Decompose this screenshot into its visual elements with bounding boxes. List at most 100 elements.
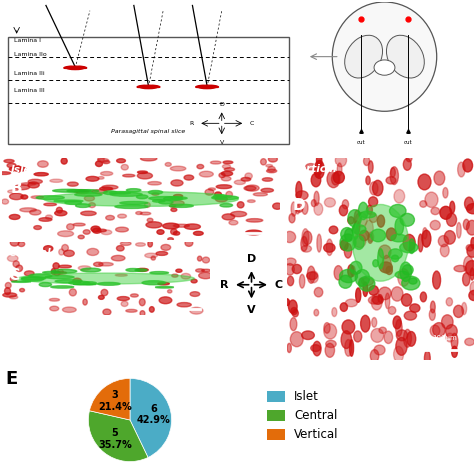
Ellipse shape [358, 202, 368, 219]
Ellipse shape [83, 230, 90, 234]
Ellipse shape [170, 197, 187, 200]
Ellipse shape [185, 240, 193, 246]
Ellipse shape [324, 198, 336, 207]
Ellipse shape [150, 272, 169, 274]
Ellipse shape [301, 245, 311, 252]
Ellipse shape [341, 331, 352, 348]
Ellipse shape [67, 190, 91, 192]
Ellipse shape [78, 266, 91, 270]
Ellipse shape [153, 200, 165, 202]
Ellipse shape [334, 265, 343, 280]
Ellipse shape [64, 250, 74, 256]
Ellipse shape [126, 310, 137, 312]
Ellipse shape [262, 178, 273, 181]
Ellipse shape [268, 156, 277, 162]
Ellipse shape [9, 193, 23, 200]
Ellipse shape [75, 193, 102, 196]
Ellipse shape [83, 282, 96, 284]
Ellipse shape [324, 324, 337, 339]
Ellipse shape [373, 180, 383, 196]
Ellipse shape [314, 191, 319, 205]
Ellipse shape [212, 196, 238, 200]
Ellipse shape [9, 214, 20, 219]
Ellipse shape [356, 288, 361, 302]
Ellipse shape [359, 230, 369, 241]
Ellipse shape [44, 203, 56, 206]
Ellipse shape [168, 237, 173, 241]
Ellipse shape [92, 228, 101, 233]
Ellipse shape [361, 315, 370, 332]
Ellipse shape [340, 303, 347, 311]
Text: D: D [219, 102, 224, 107]
Text: R: R [190, 121, 194, 126]
Ellipse shape [58, 231, 73, 237]
Ellipse shape [291, 308, 297, 315]
Ellipse shape [24, 271, 34, 276]
Ellipse shape [9, 296, 18, 299]
Ellipse shape [287, 343, 292, 353]
Ellipse shape [96, 161, 102, 166]
Ellipse shape [434, 171, 445, 185]
Ellipse shape [261, 188, 273, 192]
Ellipse shape [148, 241, 153, 247]
Ellipse shape [268, 166, 275, 172]
Ellipse shape [318, 161, 322, 174]
Ellipse shape [458, 162, 465, 177]
Ellipse shape [442, 315, 453, 329]
Text: 5
35.7%: 5 35.7% [98, 428, 132, 450]
Ellipse shape [163, 223, 179, 229]
Ellipse shape [446, 325, 457, 338]
Wedge shape [88, 411, 148, 462]
Ellipse shape [165, 163, 171, 166]
Ellipse shape [197, 164, 204, 169]
Ellipse shape [314, 287, 323, 297]
Ellipse shape [390, 167, 398, 184]
Ellipse shape [167, 290, 172, 293]
Ellipse shape [444, 231, 456, 244]
Ellipse shape [74, 190, 89, 193]
Ellipse shape [301, 331, 314, 339]
Ellipse shape [368, 197, 378, 207]
Ellipse shape [109, 191, 130, 194]
Ellipse shape [447, 213, 456, 226]
Ellipse shape [339, 205, 347, 216]
Ellipse shape [171, 201, 184, 206]
Ellipse shape [324, 323, 330, 333]
Ellipse shape [229, 220, 238, 225]
Ellipse shape [372, 318, 377, 327]
Ellipse shape [7, 163, 16, 168]
Ellipse shape [55, 210, 67, 216]
Ellipse shape [314, 203, 323, 215]
Ellipse shape [79, 66, 87, 68]
Ellipse shape [223, 161, 233, 164]
Ellipse shape [148, 182, 161, 185]
Ellipse shape [181, 273, 191, 279]
Ellipse shape [266, 169, 277, 173]
Ellipse shape [261, 159, 266, 165]
Ellipse shape [379, 287, 391, 300]
Ellipse shape [193, 231, 203, 235]
Ellipse shape [171, 180, 183, 186]
Ellipse shape [313, 341, 321, 356]
Ellipse shape [136, 211, 142, 215]
Ellipse shape [371, 229, 386, 242]
Ellipse shape [311, 200, 316, 207]
Ellipse shape [285, 299, 290, 306]
Ellipse shape [78, 235, 84, 239]
Ellipse shape [340, 240, 348, 250]
Ellipse shape [386, 228, 396, 240]
Ellipse shape [8, 190, 19, 193]
Ellipse shape [67, 182, 78, 186]
Ellipse shape [371, 294, 382, 310]
Ellipse shape [360, 211, 376, 218]
Bar [8, 36, 289, 144]
Ellipse shape [339, 275, 352, 288]
Ellipse shape [348, 210, 361, 227]
Ellipse shape [382, 255, 391, 273]
Ellipse shape [210, 85, 219, 88]
Ellipse shape [161, 245, 171, 250]
Ellipse shape [184, 175, 194, 180]
Ellipse shape [156, 252, 168, 255]
Ellipse shape [409, 239, 415, 254]
Ellipse shape [292, 264, 301, 273]
